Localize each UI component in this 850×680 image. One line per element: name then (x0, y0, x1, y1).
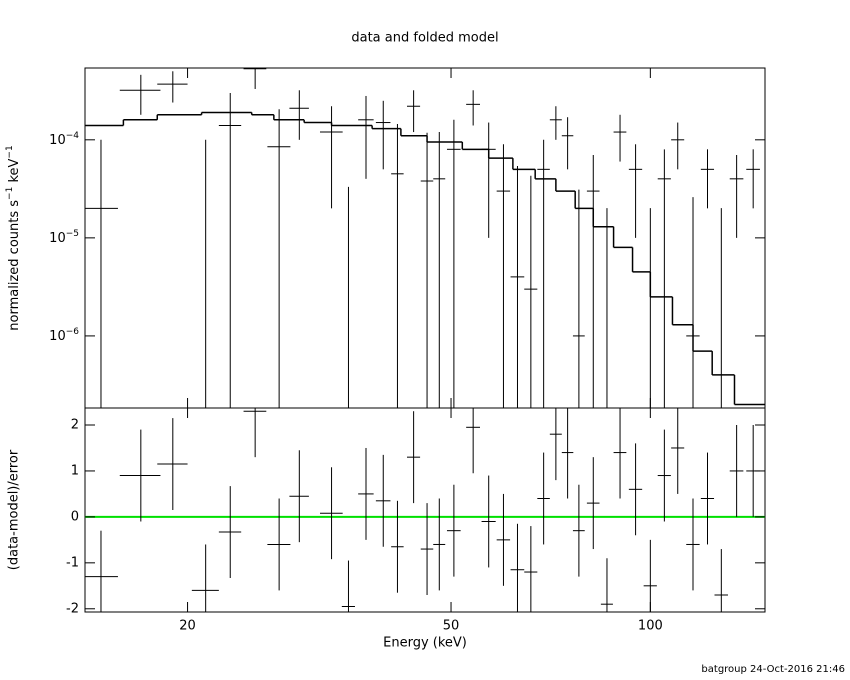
x-axis-label: Energy (keV) (383, 636, 467, 651)
y-tick-label: -2 (66, 601, 79, 616)
chart-title: data and folded model (351, 31, 498, 46)
x-tick-label: 20 (179, 619, 196, 634)
x-tick-label: 50 (443, 619, 460, 634)
y-axis-label: (data-model)/error (7, 449, 22, 570)
panel-frame (84, 407, 766, 613)
y-tick-label: 2 (71, 418, 79, 433)
y-tick-label: 10−5 (49, 228, 79, 245)
residual-panel (85, 408, 765, 612)
y-axis-label: normalized counts s−1 keV−1 (5, 145, 22, 330)
y-tick-label: 10−6 (49, 326, 79, 343)
y-tick-label: 0 (71, 509, 79, 524)
y-tick-label: -1 (66, 555, 79, 570)
y-tick-label: 1 (71, 463, 79, 478)
spectrum-panel (85, 68, 765, 408)
y-tick-label: 10−4 (49, 130, 79, 147)
panel-frame (84, 67, 766, 409)
footer: batgroup 24-Oct-2016 21:46 (701, 664, 845, 675)
x-tick-label: 100 (638, 619, 663, 634)
